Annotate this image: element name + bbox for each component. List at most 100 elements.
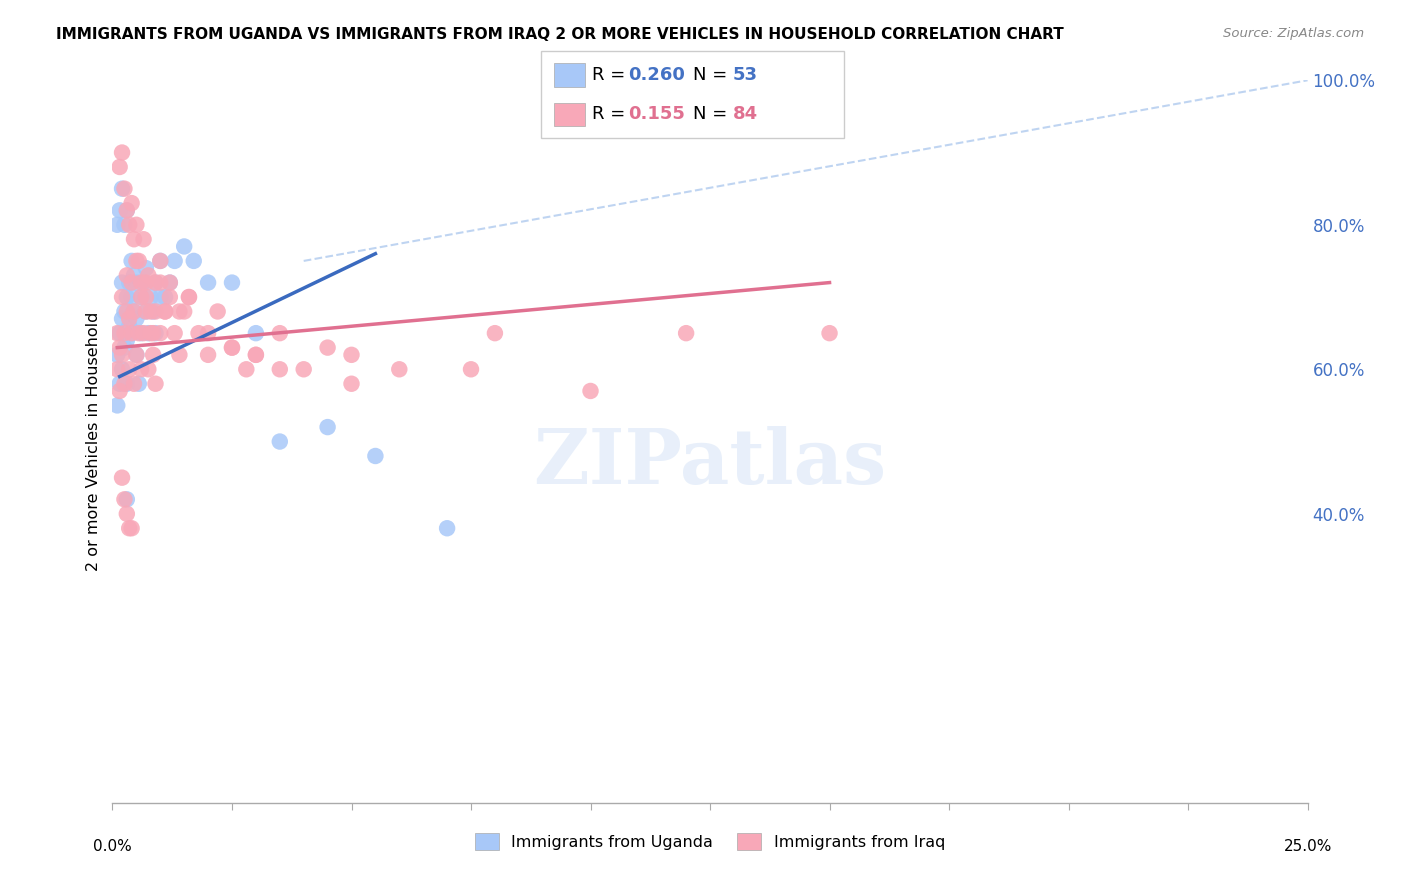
Point [115, 290, 138, 304]
Text: R =: R = [592, 66, 626, 84]
Point [129, 362, 152, 376]
Point [115, 507, 138, 521]
Point [579, 384, 602, 398]
Point [118, 218, 141, 232]
Point [132, 326, 155, 341]
Point [114, 304, 135, 318]
Point [159, 290, 181, 304]
Point [105, 398, 128, 412]
Point [138, 326, 160, 341]
Point [149, 290, 172, 304]
Point [121, 196, 143, 211]
Point [221, 341, 243, 355]
Text: 0.0%: 0.0% [93, 838, 132, 854]
Point [111, 348, 134, 362]
Point [139, 326, 162, 341]
Point [149, 253, 172, 268]
Point [122, 376, 145, 391]
Point [145, 276, 167, 290]
Point [111, 276, 134, 290]
Point [125, 311, 148, 326]
Point [169, 304, 191, 318]
Point [121, 290, 143, 304]
Point [142, 304, 165, 318]
Point [114, 376, 135, 391]
Point [118, 362, 141, 376]
Point [135, 304, 157, 318]
Point [269, 434, 291, 449]
Point [115, 203, 138, 218]
Text: 0.260: 0.260 [628, 66, 685, 84]
Point [105, 362, 128, 376]
Point [221, 276, 243, 290]
Point [118, 521, 141, 535]
Point [111, 362, 134, 376]
Point [269, 362, 291, 376]
Point [121, 276, 143, 290]
Point [122, 304, 145, 318]
Point [149, 276, 172, 290]
Point [121, 326, 143, 341]
Point [129, 290, 152, 304]
Point [173, 304, 195, 318]
Point [675, 326, 697, 341]
Point [159, 276, 181, 290]
Point [111, 182, 134, 196]
Point [207, 304, 229, 318]
Legend: Immigrants from Uganda, Immigrants from Iraq: Immigrants from Uganda, Immigrants from … [468, 827, 952, 856]
Point [173, 239, 195, 253]
Point [114, 341, 135, 355]
Point [105, 326, 128, 341]
Point [105, 218, 128, 232]
Point [122, 268, 145, 283]
Point [135, 304, 157, 318]
Point [484, 326, 506, 341]
Text: ZIPatlas: ZIPatlas [533, 426, 887, 500]
Point [245, 326, 267, 341]
Point [122, 232, 145, 246]
Point [187, 326, 209, 341]
Point [145, 326, 167, 341]
Point [108, 160, 131, 174]
Point [245, 348, 267, 362]
Text: 25.0%: 25.0% [1284, 838, 1331, 854]
Point [115, 492, 138, 507]
Point [197, 276, 219, 290]
Point [115, 376, 138, 391]
Point [197, 348, 219, 362]
Point [145, 376, 167, 391]
Point [125, 253, 148, 268]
Point [114, 326, 135, 341]
Point [108, 376, 131, 391]
Point [460, 362, 482, 376]
Point [115, 268, 138, 283]
Point [153, 304, 176, 318]
Text: Source: ZipAtlas.com: Source: ZipAtlas.com [1223, 27, 1364, 40]
Point [340, 376, 363, 391]
Point [142, 348, 165, 362]
Point [115, 304, 138, 318]
Point [139, 304, 162, 318]
Point [128, 376, 150, 391]
Y-axis label: 2 or more Vehicles in Household: 2 or more Vehicles in Household [86, 312, 101, 571]
Point [118, 276, 141, 290]
Point [340, 348, 363, 362]
Point [118, 311, 141, 326]
Point [139, 290, 162, 304]
Point [128, 253, 150, 268]
Point [132, 232, 155, 246]
Point [135, 261, 157, 276]
Point [183, 253, 205, 268]
Point [269, 326, 291, 341]
Point [121, 253, 143, 268]
Point [197, 326, 219, 341]
Point [114, 218, 135, 232]
Point [245, 348, 267, 362]
Text: N =: N = [693, 105, 727, 123]
Point [163, 326, 186, 341]
Point [114, 182, 135, 196]
Point [292, 362, 315, 376]
Point [177, 290, 200, 304]
Text: N =: N = [693, 66, 727, 84]
Point [111, 145, 134, 160]
